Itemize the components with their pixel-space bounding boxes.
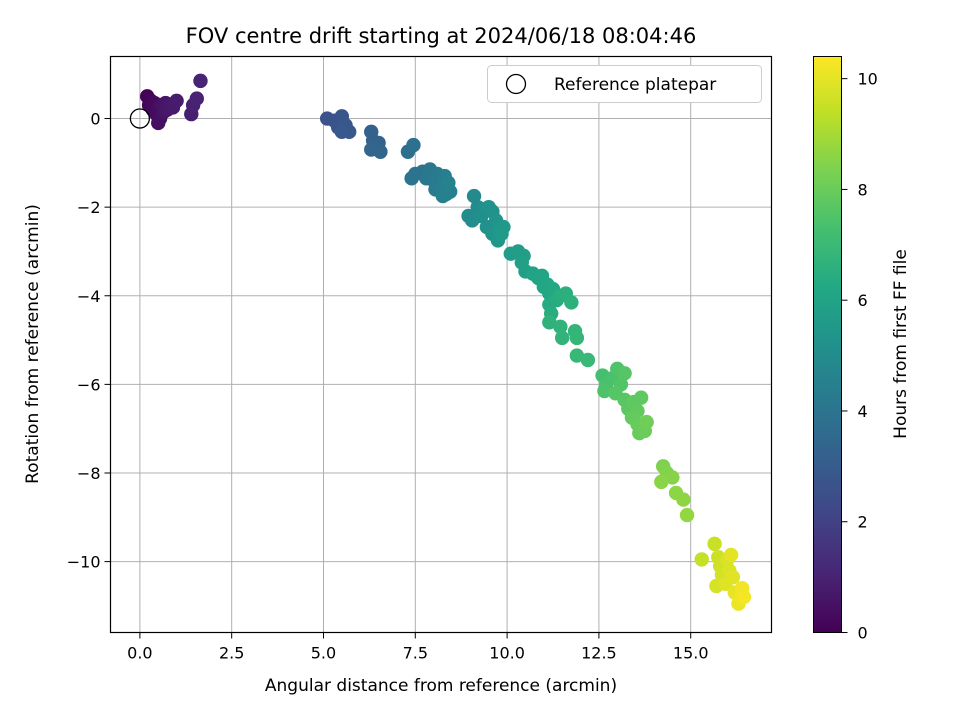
data-point xyxy=(617,366,632,381)
x-tick-label: 7.5 xyxy=(403,644,428,663)
data-point xyxy=(189,91,204,106)
data-point xyxy=(466,188,482,204)
x-tick-label: 5.0 xyxy=(311,644,336,663)
colorbar xyxy=(813,56,842,633)
scatter-points xyxy=(140,73,752,611)
colorbar-label: Hours from first FF file xyxy=(891,249,911,439)
data-point xyxy=(193,73,208,89)
data-point xyxy=(707,536,722,552)
data-point xyxy=(654,474,669,490)
data-point xyxy=(633,390,649,405)
x-axis-ticks: 0.0 2.5 5.0 7.5 10.0 12.5 15.0 xyxy=(127,632,709,663)
colorbar-tick-label: 0 xyxy=(858,624,868,643)
data-point xyxy=(736,589,752,605)
colorbar-tick-label: 10 xyxy=(858,70,878,89)
data-point xyxy=(694,552,709,567)
legend: Reference platepar xyxy=(487,65,762,103)
data-point xyxy=(554,330,570,346)
reference-platepar-point xyxy=(129,108,151,129)
data-point xyxy=(725,569,741,585)
data-point xyxy=(169,93,184,109)
legend-label: Reference platepar xyxy=(554,75,716,95)
grid-lines xyxy=(110,56,772,633)
plot-frame xyxy=(109,55,773,634)
data-point xyxy=(151,115,166,131)
y-tick-label: −6 xyxy=(77,375,101,394)
data-point xyxy=(373,144,388,159)
data-point xyxy=(441,175,456,190)
y-tick-label: −8 xyxy=(77,464,101,483)
data-point xyxy=(597,383,612,399)
x-axis-label: Angular distance from reference (arcmin) xyxy=(265,676,617,696)
x-tick-label: 10.0 xyxy=(489,644,525,663)
data-point xyxy=(553,319,568,334)
colorbar-tick-label: 8 xyxy=(858,180,868,199)
data-point xyxy=(676,492,691,507)
y-axis-label: Rotation from reference (arcmin) xyxy=(23,204,43,484)
data-point xyxy=(569,330,585,346)
y-tick-label: −10 xyxy=(67,553,101,572)
y-tick-label: 0 xyxy=(90,110,100,129)
y-tick-label: −4 xyxy=(77,287,101,306)
data-point xyxy=(679,507,695,523)
data-point xyxy=(494,226,509,241)
x-tick-label: 2.5 xyxy=(219,644,244,663)
y-tick-label: −2 xyxy=(77,198,101,217)
y-axis-ticks: 0 −2 −4 −6 −8 −10 xyxy=(67,110,111,572)
data-point xyxy=(723,547,739,563)
colorbar-ticks: 0 2 4 6 8 10 xyxy=(841,70,878,643)
data-point xyxy=(665,470,680,485)
reference-marker xyxy=(129,108,151,129)
data-point xyxy=(569,348,585,363)
data-point xyxy=(580,352,596,368)
colorbar-tick-label: 6 xyxy=(858,291,868,310)
x-tick-label: 15.0 xyxy=(673,644,709,663)
data-point xyxy=(406,137,421,153)
legend-marker-icon xyxy=(505,73,527,95)
x-tick-label: 12.5 xyxy=(581,644,617,663)
data-point xyxy=(334,124,350,140)
chart-title: FOV centre drift starting at 2024/06/18 … xyxy=(186,24,697,48)
data-point xyxy=(564,295,579,310)
data-point xyxy=(639,414,654,430)
legend-box xyxy=(487,65,762,103)
data-point xyxy=(542,315,557,330)
colorbar-tick-label: 4 xyxy=(858,402,868,421)
colorbar-tick-label: 2 xyxy=(858,513,868,532)
data-point xyxy=(404,171,419,186)
x-tick-label: 0.0 xyxy=(127,644,152,663)
